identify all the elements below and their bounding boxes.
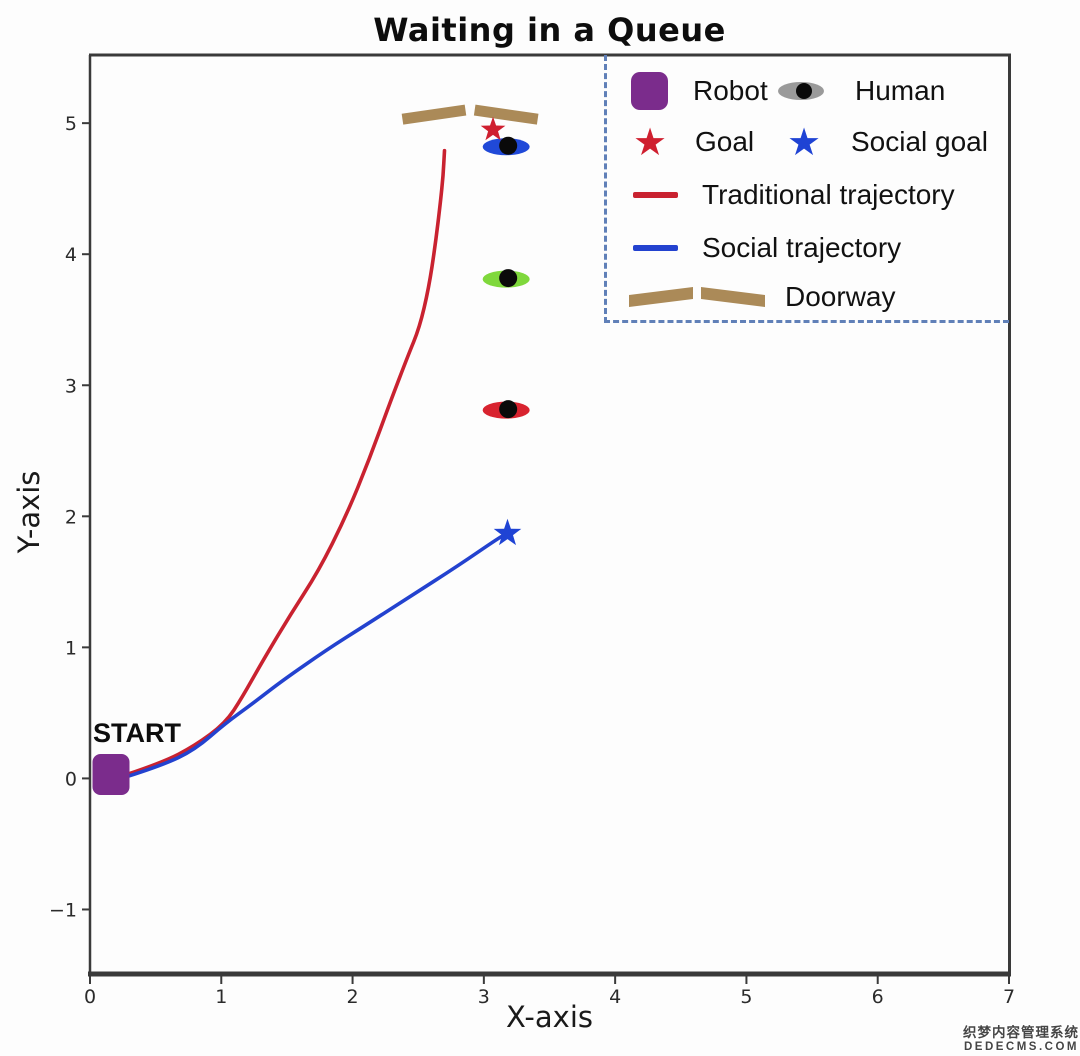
x-tick-label: 0 [84, 986, 96, 1008]
x-axis-label: X-axis [506, 1000, 593, 1034]
y-tick-label: 2 [65, 506, 77, 528]
social-trajectory-icon [633, 245, 678, 251]
robot-legend-icon [631, 72, 668, 110]
x-tick-label: 2 [347, 986, 359, 1008]
robot-marker [92, 753, 130, 795]
legend-label-human: Human [855, 75, 946, 106]
x-tick-label: 3 [478, 986, 490, 1008]
doorway-panel [401, 104, 467, 125]
y-tick-label: 4 [65, 244, 77, 266]
watermark: 织梦内容管理系统 DEDECMS.COM [963, 1021, 1079, 1053]
x-tick-label: 7 [1003, 986, 1015, 1008]
doorway-right-panel-icon [701, 287, 765, 307]
traditional-trajectory [125, 148, 447, 777]
start-annotation: START [93, 718, 181, 748]
watermark-line1: 织梦内容管理系统 [963, 1025, 1079, 1040]
legend: Robot Human ★ Goal ★ Social goal Traditi… [604, 55, 1009, 323]
x-tick-label: 4 [609, 986, 621, 1008]
legend-label-social-goal: Social goal [851, 126, 988, 157]
human-dot [499, 269, 518, 288]
human-dot [499, 136, 518, 155]
x-tick-label: 1 [215, 986, 227, 1008]
y-tick-label: 0 [65, 768, 77, 790]
goal-star [480, 116, 506, 141]
legend-label-doorway: Doorway [785, 281, 896, 312]
traditional-trajectory-icon [633, 192, 678, 198]
social-goal-star [493, 518, 522, 546]
social-goal-star-icon: ★ [787, 120, 822, 164]
social-trajectory [127, 531, 510, 778]
legend-label-goal: Goal [695, 126, 755, 157]
legend-label-robot: Robot [693, 75, 768, 106]
chart-title: Waiting in a Queue [373, 11, 726, 49]
doorway-icon [629, 287, 765, 307]
doorway-left-panel-icon [629, 287, 693, 307]
y-tick-label: −1 [49, 899, 77, 921]
goal-star-icon: ★ [633, 120, 668, 164]
legend-label-traditional: Traditional trajectory [702, 179, 955, 210]
watermark-line2: DEDECMS.COM [963, 1041, 1079, 1053]
y-tick-label: 3 [65, 375, 77, 397]
human-dot-icon [796, 83, 812, 99]
legend-label-social: Social trajectory [702, 232, 902, 263]
x-tick-label: 6 [872, 986, 884, 1008]
y-tick-label: 1 [65, 637, 77, 659]
y-tick-label: 5 [65, 113, 77, 135]
x-tick-label: 5 [740, 986, 752, 1008]
human-legend-icon [778, 82, 824, 100]
y-axis-label: Y-axis [12, 470, 46, 554]
human-dot [499, 400, 518, 419]
doorway-panel [473, 104, 539, 125]
